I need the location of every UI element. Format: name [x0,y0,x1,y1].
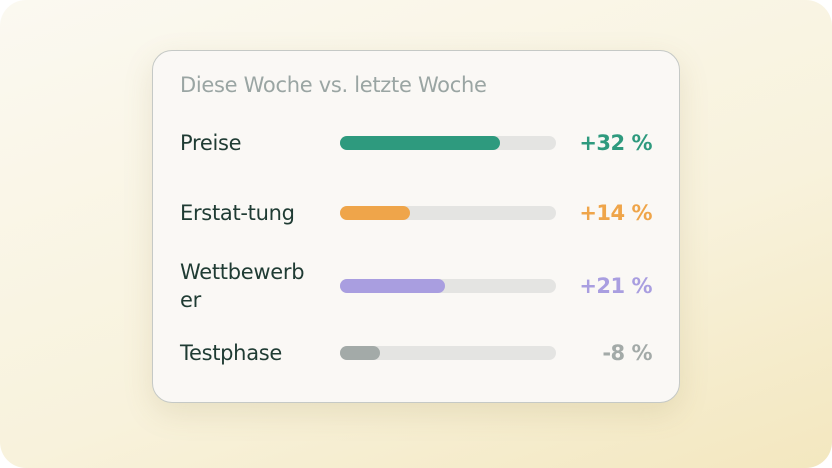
bar [340,346,380,360]
metric-value: -8 % [602,341,652,365]
bar-track [340,279,556,293]
bar [340,136,500,150]
card: Diese Woche vs. letzte Woche Preise +32 %… [152,50,680,403]
bar-track [340,206,556,220]
metric-row: Testphase -8 % [153,325,679,381]
card-title: Diese Woche vs. letzte Woche [180,73,487,97]
metric-label: Testphase [180,341,283,365]
metric-value: +32 % [579,131,652,155]
metric-row: Erstat-tung +14 % [153,185,679,241]
metric-row: Preise +32 % [153,115,679,171]
metric-label: Wettbewerber [180,260,305,312]
bar-track [340,346,556,360]
bar [340,206,410,220]
metric-value: +21 % [579,274,652,298]
metric-label: Preise [180,131,242,155]
metric-label: Erstat-tung [180,201,295,225]
bar-track [340,136,556,150]
metric-row: Wettbewerber +21 % [153,258,679,314]
metric-value: +14 % [579,201,652,225]
bar [340,279,445,293]
